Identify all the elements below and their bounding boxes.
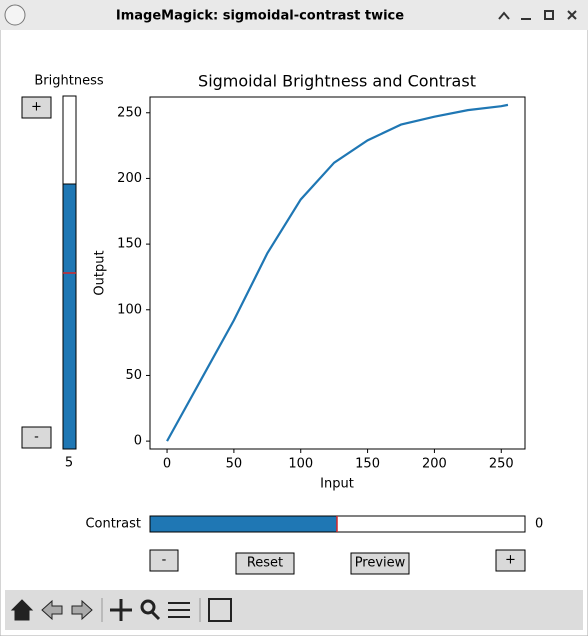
x-tick-label: 150 xyxy=(355,457,380,472)
data-line xyxy=(166,103,509,442)
preview-button[interactable] xyxy=(350,552,410,575)
x-axis-label: Input xyxy=(320,477,354,492)
configure-button[interactable] xyxy=(168,602,190,618)
maximize-button[interactable] xyxy=(544,10,554,20)
contrast-minus-button[interactable] xyxy=(149,549,179,572)
toolbar-icons xyxy=(10,598,232,622)
brightness-value: 5 xyxy=(65,456,73,471)
brightness-minus-button[interactable] xyxy=(21,426,52,449)
brightness-plus-label: + xyxy=(31,100,42,115)
x-tick-label: 0 xyxy=(163,457,171,472)
x-tick-label: 50 xyxy=(226,457,243,472)
axes-frame xyxy=(149,96,526,450)
back-button[interactable] xyxy=(41,599,63,621)
home-button[interactable] xyxy=(10,599,34,621)
brightness-label: Brightness xyxy=(34,74,103,89)
close-button[interactable] xyxy=(567,10,577,20)
y-tick-label: 100 xyxy=(117,302,142,317)
contrast-value: 0 xyxy=(535,517,543,532)
brightness-fill xyxy=(62,183,77,450)
save-button[interactable] xyxy=(208,598,232,622)
brightness-minus-label: - xyxy=(34,430,39,445)
zoom-handle xyxy=(150,610,161,621)
zoom-button[interactable] xyxy=(140,599,156,615)
x-tick-label: 200 xyxy=(422,457,447,472)
x-tick-label: 100 xyxy=(288,457,313,472)
y-tick-label: 150 xyxy=(117,237,142,252)
contrast-plus-button[interactable] xyxy=(495,549,526,572)
y-tick-label: 0 xyxy=(134,434,142,449)
pan-button[interactable] xyxy=(110,599,132,621)
y-tick-label: 250 xyxy=(117,105,142,120)
forward-button[interactable] xyxy=(71,599,93,621)
contrast-fill xyxy=(149,515,338,533)
app-icon xyxy=(4,4,26,26)
y-tick-label: 200 xyxy=(117,171,142,186)
preview-label: Preview xyxy=(355,556,406,571)
plot: Sigmoidal Brightness and Contrast Input … xyxy=(93,72,526,492)
brightness-plus-button[interactable] xyxy=(21,96,52,119)
y-axis-label: Output xyxy=(93,250,108,295)
maximize-arrow[interactable] xyxy=(498,11,510,20)
contrast-label: Contrast xyxy=(85,517,141,532)
toolbar xyxy=(5,590,583,630)
contrast-minus-label: - xyxy=(162,553,167,568)
reset-label: Reset xyxy=(247,556,283,571)
contrast-plus-label: + xyxy=(505,553,516,568)
window-controls xyxy=(498,10,577,20)
window-title: ImageMagick: sigmoidal-contrast twice xyxy=(116,9,404,24)
chart-title: Sigmoidal Brightness and Contrast xyxy=(198,72,476,91)
x-tick-label: 250 xyxy=(489,457,514,472)
y-tick-label: 50 xyxy=(125,368,142,383)
reset-button[interactable] xyxy=(235,552,295,575)
title-bar xyxy=(0,0,588,30)
